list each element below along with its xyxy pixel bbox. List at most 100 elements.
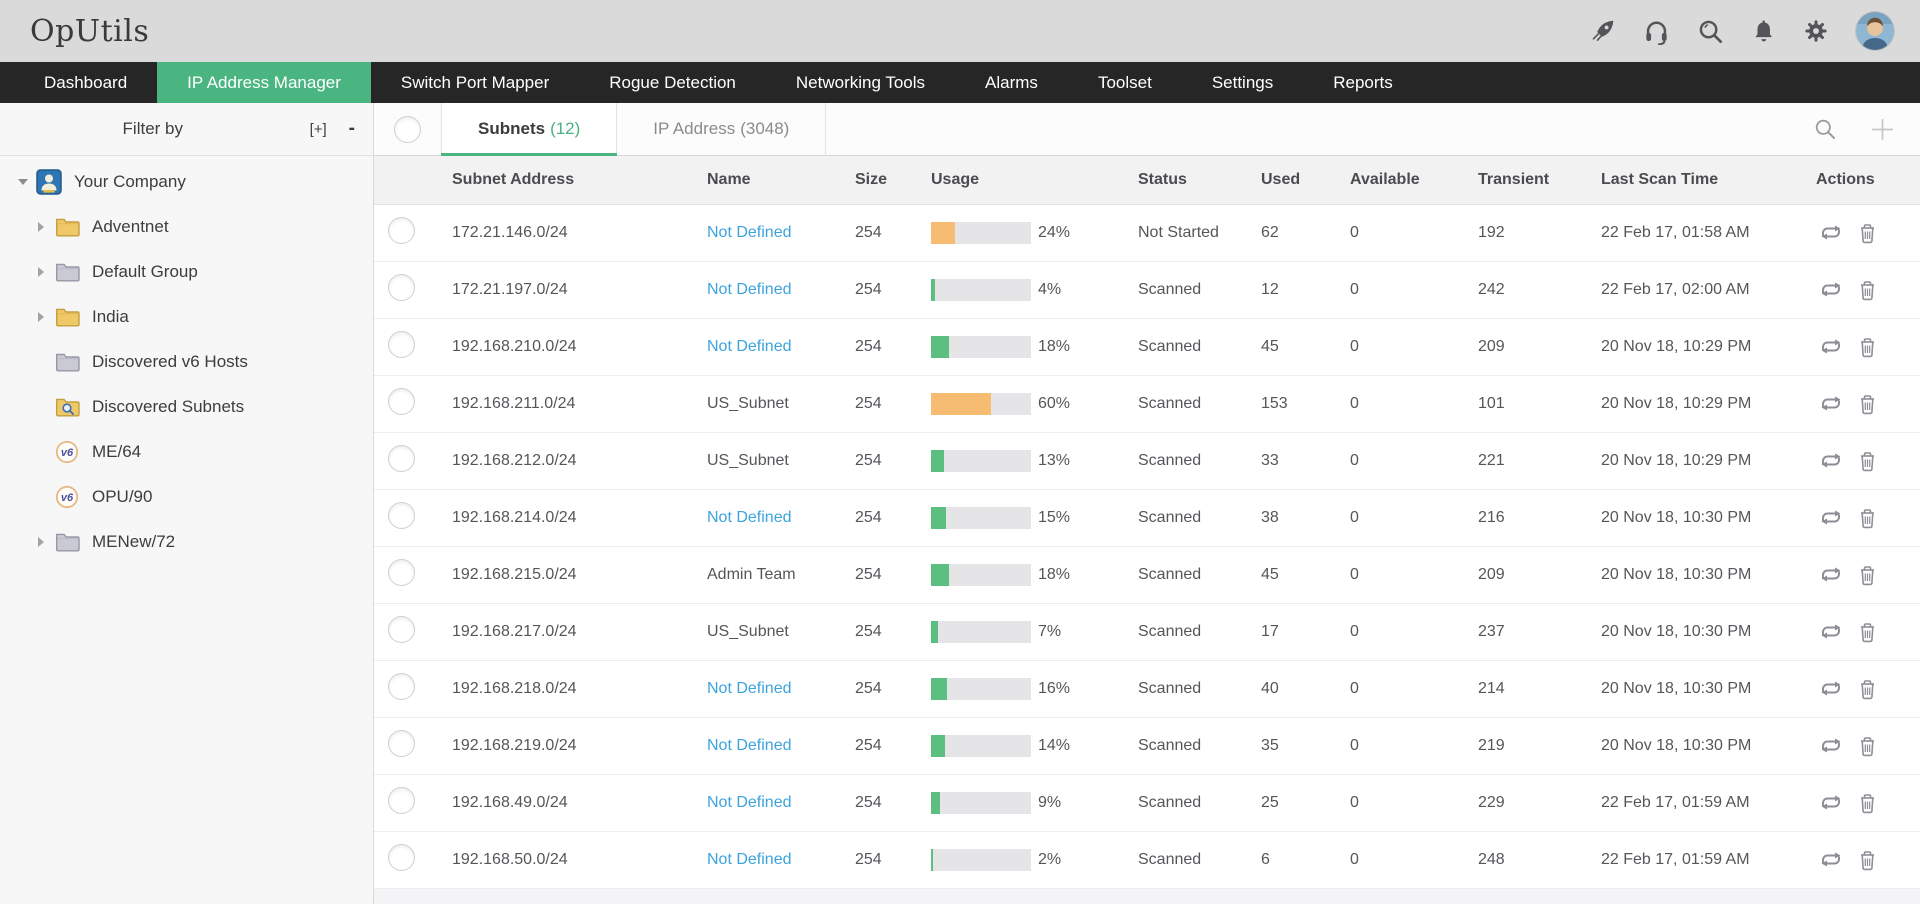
available-cell: 0 — [1350, 281, 1359, 298]
nav-tab-alarms[interactable]: Alarms — [985, 72, 1038, 92]
subnet-name[interactable]: Not Defined — [707, 509, 792, 526]
rescan-icon[interactable] — [1816, 394, 1846, 414]
tab-subnets[interactable]: Subnets (12) — [441, 103, 618, 156]
usage-bar — [931, 279, 1031, 301]
row-select-radio[interactable] — [388, 445, 415, 472]
row-select-radio[interactable] — [388, 844, 415, 871]
delete-icon[interactable] — [1859, 394, 1876, 415]
search-icon[interactable] — [1697, 18, 1724, 45]
delete-icon[interactable] — [1859, 793, 1876, 814]
rescan-icon[interactable] — [1816, 793, 1846, 813]
column-header-used[interactable]: Used — [1261, 171, 1301, 188]
rescan-icon[interactable] — [1816, 451, 1846, 471]
used-cell: 35 — [1261, 737, 1279, 754]
settings-gear-icon[interactable] — [1803, 18, 1829, 44]
chevron-right-icon[interactable] — [34, 311, 48, 322]
column-header-last-scan-time[interactable]: Last Scan Time — [1601, 171, 1719, 188]
column-header-available[interactable]: Available — [1350, 171, 1420, 188]
tree-item-opu-90[interactable]: v6 OPU/90 — [0, 474, 373, 519]
column-header-subnet-address[interactable]: Subnet Address — [452, 171, 575, 188]
row-select-radio[interactable] — [388, 559, 415, 586]
transient-cell: 209 — [1478, 338, 1505, 355]
nav-tab-networking-tools[interactable]: Networking Tools — [795, 72, 926, 92]
transient-cell: 101 — [1478, 395, 1505, 412]
nav-tab-toolset[interactable]: Toolset — [1097, 72, 1152, 92]
delete-icon[interactable] — [1859, 223, 1876, 244]
rescan-icon[interactable] — [1816, 280, 1846, 300]
rescan-icon[interactable] — [1816, 679, 1846, 699]
rescan-icon[interactable] — [1816, 565, 1846, 585]
tree-item-discovered-subnets[interactable]: Discovered Subnets — [0, 384, 373, 429]
rescan-icon[interactable] — [1816, 337, 1846, 357]
usage-percent-label: 18% — [1038, 566, 1071, 583]
delete-icon[interactable] — [1859, 508, 1876, 529]
rescan-icon[interactable] — [1816, 223, 1846, 243]
subnet-name[interactable]: Not Defined — [707, 338, 792, 355]
delete-icon[interactable] — [1859, 736, 1876, 757]
row-select-radio[interactable] — [388, 616, 415, 643]
rescan-icon[interactable] — [1816, 736, 1846, 756]
row-select-radio[interactable] — [388, 730, 415, 757]
last-scan-time-cell: 22 Feb 17, 01:58 AM — [1601, 224, 1750, 241]
used-cell: 12 — [1261, 281, 1279, 298]
tree-item-menew-72[interactable]: MENew/72 — [0, 519, 373, 564]
subnet-name[interactable]: Not Defined — [707, 737, 792, 754]
user-avatar[interactable] — [1856, 12, 1894, 50]
row-select-radio[interactable] — [388, 331, 415, 358]
column-header-transient[interactable]: Transient — [1478, 171, 1550, 188]
row-select-radio[interactable] — [388, 673, 415, 700]
row-select-radio[interactable] — [388, 388, 415, 415]
table-search-icon[interactable] — [1813, 117, 1837, 141]
row-select-radio[interactable] — [388, 787, 415, 814]
chevron-right-icon[interactable] — [34, 266, 48, 277]
rocket-icon[interactable] — [1590, 18, 1616, 44]
delete-icon[interactable] — [1859, 679, 1876, 700]
chevron-right-icon[interactable] — [34, 221, 48, 232]
chevron-down-icon[interactable] — [16, 178, 30, 185]
tree-item-india[interactable]: India — [0, 294, 373, 339]
collapse-all-button[interactable]: - — [348, 118, 355, 139]
subnet-name[interactable]: Not Defined — [707, 680, 792, 697]
add-subnet-icon[interactable] — [1869, 116, 1896, 143]
delete-icon[interactable] — [1859, 451, 1876, 472]
rescan-icon[interactable] — [1816, 508, 1846, 528]
column-header-usage[interactable]: Usage — [931, 171, 980, 188]
expand-all-button[interactable]: [+] — [309, 120, 327, 138]
delete-icon[interactable] — [1859, 280, 1876, 301]
row-select-radio[interactable] — [388, 502, 415, 529]
column-header-name[interactable]: Name — [707, 171, 751, 188]
tree-item-your-company[interactable]: Your Company — [0, 159, 373, 204]
last-scan-time-cell: 20 Nov 18, 10:30 PM — [1601, 737, 1752, 754]
chevron-right-icon[interactable] — [34, 536, 48, 547]
row-select-radio[interactable] — [388, 217, 415, 244]
subnet-name[interactable]: Not Defined — [707, 794, 792, 811]
row-select-radio[interactable] — [388, 274, 415, 301]
rescan-icon[interactable] — [1816, 622, 1846, 642]
subnet-name[interactable]: Not Defined — [707, 281, 792, 298]
nav-tab-reports[interactable]: Reports — [1333, 72, 1393, 92]
notifications-bell-icon[interactable] — [1751, 19, 1776, 44]
nav-tab-dashboard[interactable]: Dashboard — [44, 72, 128, 92]
tree-item-default-group[interactable]: Default Group — [0, 249, 373, 294]
folder-gray-icon — [54, 351, 80, 372]
tab-ip-address[interactable]: IP Address (3048) — [617, 103, 827, 155]
row-select-cell — [374, 730, 452, 762]
nav-tab-rogue-detection[interactable]: Rogue Detection — [609, 72, 736, 92]
rescan-icon[interactable] — [1816, 850, 1846, 870]
select-all-radio[interactable] — [394, 115, 421, 143]
delete-icon[interactable] — [1859, 622, 1876, 643]
tree-item-adventnet[interactable]: Adventnet — [0, 204, 373, 249]
delete-icon[interactable] — [1859, 565, 1876, 586]
delete-icon[interactable] — [1859, 850, 1876, 871]
headset-support-icon[interactable] — [1643, 18, 1670, 45]
column-header-status[interactable]: Status — [1138, 171, 1187, 188]
tree-item-discovered-v6-hosts[interactable]: Discovered v6 Hosts — [0, 339, 373, 384]
delete-icon[interactable] — [1859, 337, 1876, 358]
nav-tab-switch-port-mapper[interactable]: Switch Port Mapper — [400, 72, 550, 92]
nav-tab-settings[interactable]: Settings — [1211, 72, 1274, 92]
subnet-name[interactable]: Not Defined — [707, 851, 792, 868]
column-header-size[interactable]: Size — [855, 171, 888, 188]
nav-tab-ip-address-manager[interactable]: IP Address Manager — [157, 62, 371, 103]
tree-item-me-64[interactable]: v6 ME/64 — [0, 429, 373, 474]
subnet-name[interactable]: Not Defined — [707, 224, 792, 241]
